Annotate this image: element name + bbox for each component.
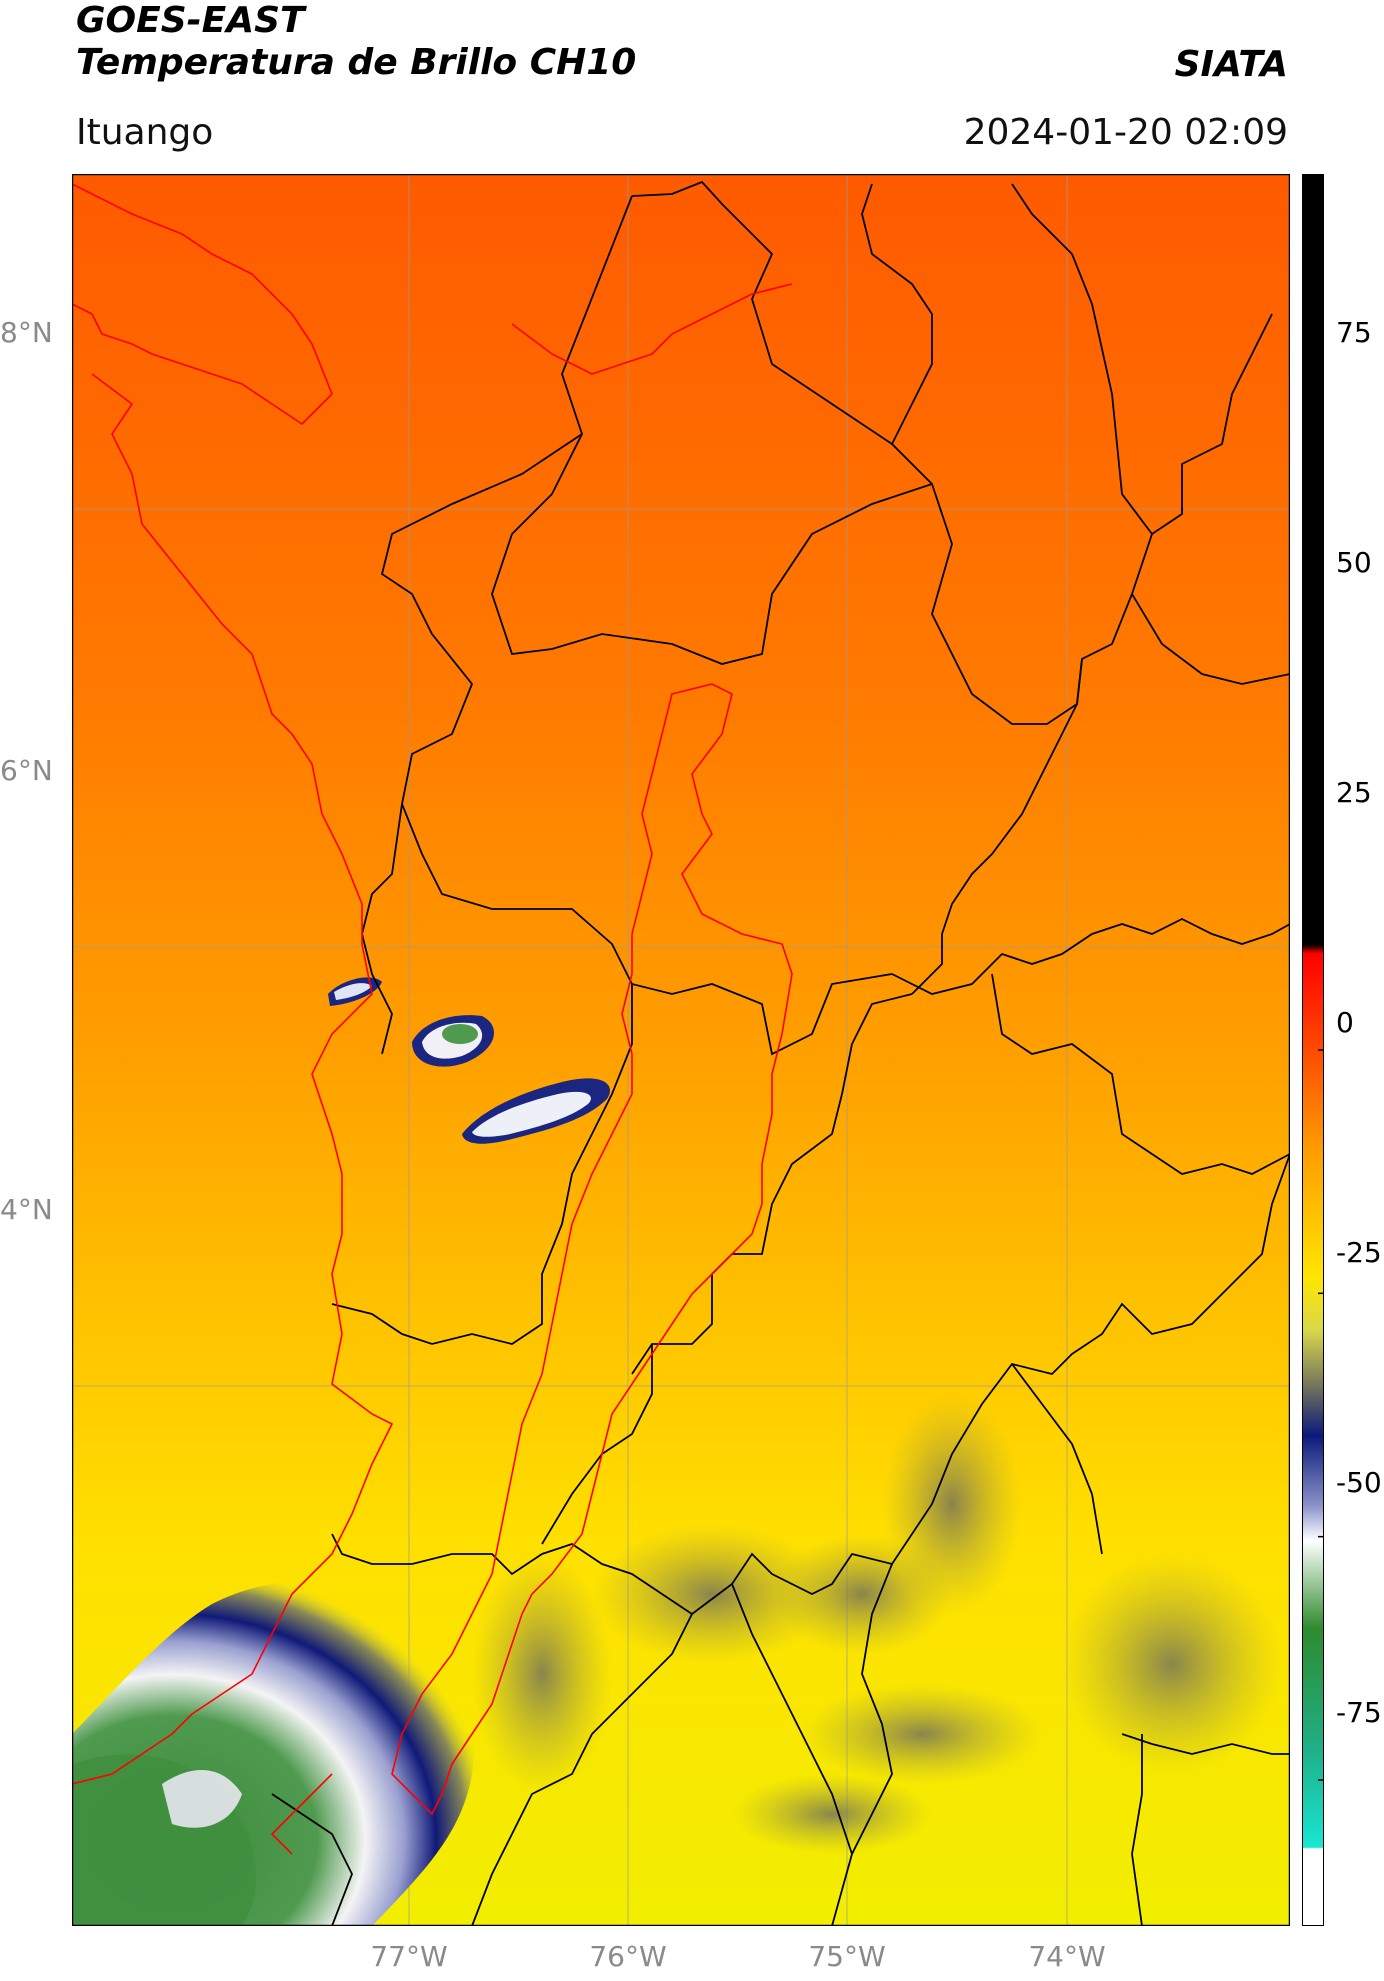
colorbar bbox=[1302, 174, 1324, 1926]
colorbar-tick-25: 25 bbox=[1336, 776, 1372, 809]
lat-label-6n: 6°N bbox=[0, 754, 53, 787]
datetime-label: 2024-01-20 02:09 bbox=[963, 112, 1288, 153]
colorbar-tick-minus25: -25 bbox=[1336, 1236, 1382, 1269]
colorbar-tick-50: 50 bbox=[1336, 546, 1372, 579]
colorbar-tick-minus50: -50 bbox=[1336, 1466, 1382, 1499]
brand-label: SIATA bbox=[1174, 44, 1288, 85]
colorbar-tick-75: 75 bbox=[1336, 316, 1372, 349]
colorbar-tick-0: 0 bbox=[1336, 1006, 1354, 1039]
title-product: Temperatura de Brillo CH10 bbox=[76, 42, 637, 83]
colorbar-gradient bbox=[1302, 174, 1324, 1926]
lon-label-77w: 77°W bbox=[370, 1940, 448, 1973]
lat-label-8n: 8°N bbox=[0, 316, 53, 349]
lon-label-76w: 76°W bbox=[589, 1940, 667, 1973]
satellite-map bbox=[72, 174, 1290, 1926]
coastline-and-basin bbox=[72, 183, 793, 1855]
title-satellite: GOES-EAST bbox=[76, 0, 305, 41]
map-frame bbox=[72, 174, 1290, 1926]
cloud-haze bbox=[472, 1394, 1282, 1854]
colorbar-tick-minus75: -75 bbox=[1336, 1696, 1382, 1729]
department-boundaries bbox=[271, 180, 1290, 1926]
storm-cells bbox=[328, 977, 610, 1144]
lat-label-4n: 4°N bbox=[0, 1193, 53, 1226]
location-label: Ituango bbox=[76, 112, 214, 153]
lon-label-74w: 74°W bbox=[1028, 1940, 1106, 1973]
lon-label-75w: 75°W bbox=[808, 1940, 886, 1973]
